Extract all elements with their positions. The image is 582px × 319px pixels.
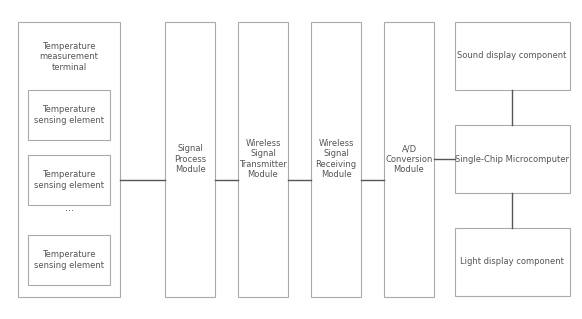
Bar: [455, 125, 570, 193]
Text: Temperature
sensing element: Temperature sensing element: [34, 250, 104, 270]
Text: ...: ...: [65, 203, 73, 213]
Bar: [311, 22, 361, 297]
Bar: [28, 155, 110, 205]
Text: Light display component: Light display component: [460, 257, 564, 266]
Bar: [28, 90, 110, 140]
Bar: [384, 22, 434, 297]
Text: Temperature
measurement
terminal: Temperature measurement terminal: [40, 42, 98, 72]
Bar: [455, 228, 570, 296]
Bar: [18, 22, 120, 297]
Text: Single-Chip Microcomputer: Single-Chip Microcomputer: [455, 154, 569, 164]
Bar: [165, 22, 215, 297]
Text: Temperature
sensing element: Temperature sensing element: [34, 170, 104, 190]
Text: Wireless
Signal
Transmitter
Module: Wireless Signal Transmitter Module: [239, 139, 287, 179]
Text: Wireless
Signal
Receiving
Module: Wireless Signal Receiving Module: [315, 139, 357, 179]
Bar: [455, 22, 570, 90]
Bar: [238, 22, 288, 297]
Bar: [28, 235, 110, 285]
Text: Temperature
sensing element: Temperature sensing element: [34, 105, 104, 125]
Text: A/D
Conversion
Module: A/D Conversion Module: [385, 144, 432, 174]
Text: Signal
Process
Module: Signal Process Module: [174, 144, 206, 174]
Text: Sound display component: Sound display component: [457, 51, 567, 61]
